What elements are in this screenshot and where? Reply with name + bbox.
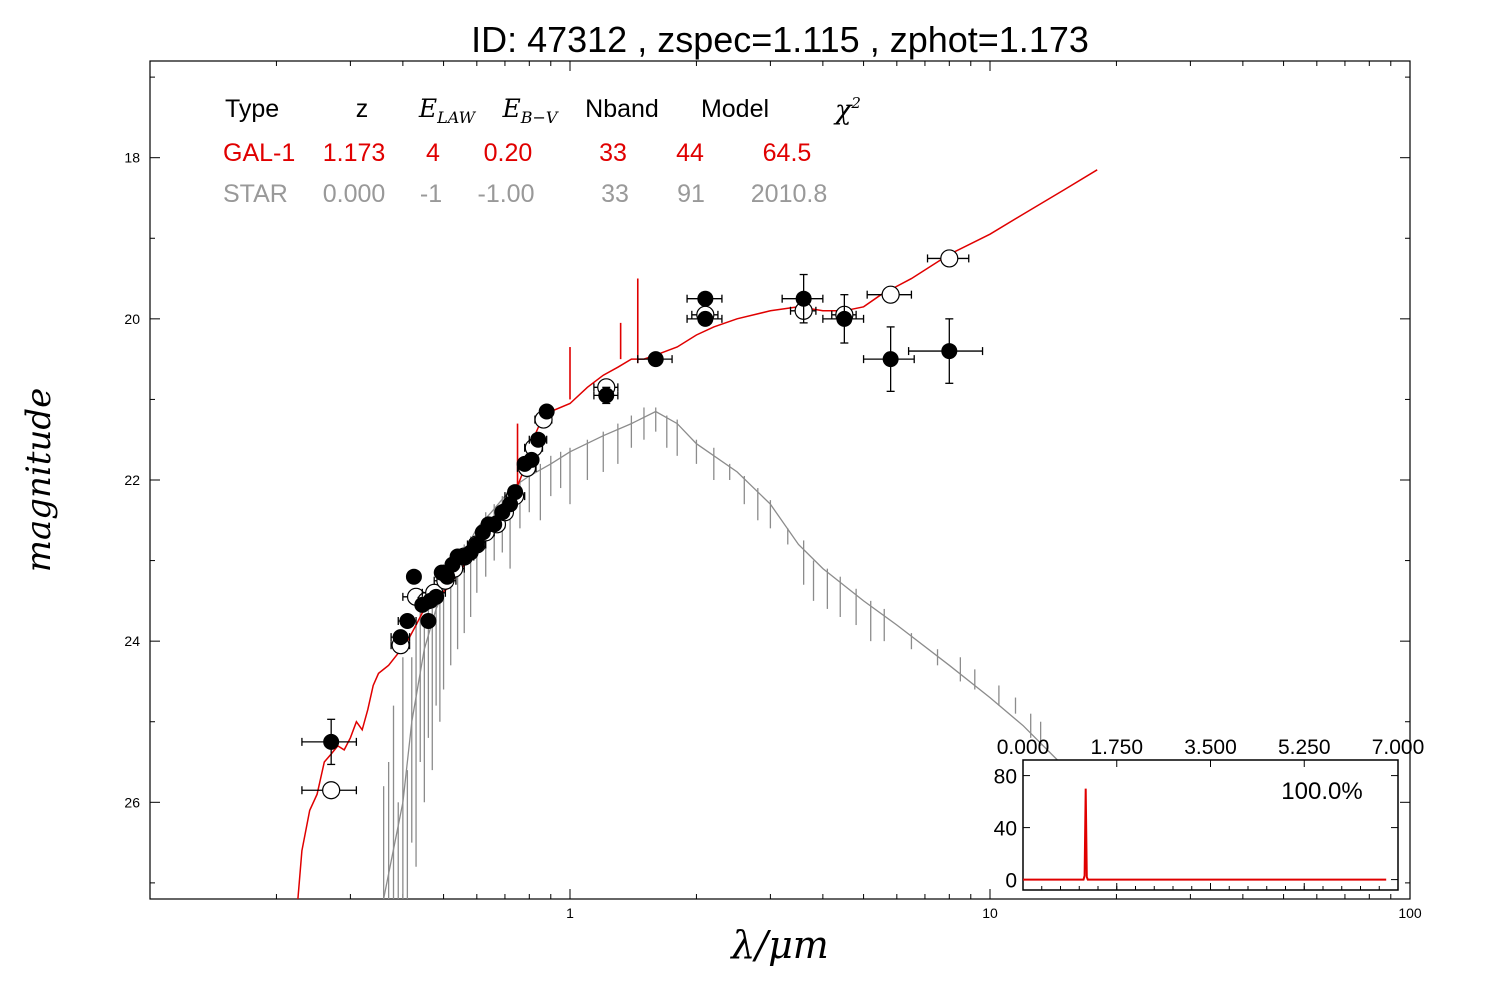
- inset-x-tick-label: 5.250: [1278, 736, 1331, 759]
- y-tick-label: 18: [124, 150, 140, 166]
- model-point: [322, 781, 341, 800]
- obs-point: [507, 484, 524, 501]
- x-tick-label: 10: [982, 905, 998, 921]
- star-chi2: 2010.8: [751, 180, 827, 208]
- inset-x-tick-label: 1.750: [1090, 736, 1143, 759]
- obs-point: [420, 613, 437, 630]
- star-model: 91: [677, 180, 705, 208]
- obs-point: [647, 351, 664, 368]
- inset-y-tick-label: 40: [994, 818, 1017, 841]
- y-axis-label: magnitude: [19, 388, 59, 573]
- header-chi2: χ2: [833, 94, 861, 126]
- obs-point: [697, 290, 714, 307]
- obs-point: [399, 613, 416, 630]
- inset-x-tick-label: 3.500: [1184, 736, 1237, 759]
- star-z: 0.000: [323, 180, 386, 208]
- header-z: z: [356, 95, 369, 123]
- obs-point: [323, 733, 340, 750]
- inset-x-tick-label: 7.000: [1372, 736, 1425, 759]
- obs-point: [836, 310, 853, 327]
- fit-row-star: STAR 0.000 -1 -1.00 33 91 2010.8: [223, 180, 827, 208]
- inset-y-tick-label: 80: [994, 766, 1017, 789]
- inset-axis-ticks: 0.000 1.750 3.500 5.250 7.000 0 40 80: [994, 736, 1425, 893]
- inset-y-tick-label: 0: [1005, 870, 1017, 893]
- galaxy-model-line: [297, 169, 1098, 900]
- gal-type: GAL-1: [223, 139, 295, 167]
- header-nband: Nband: [585, 95, 659, 123]
- gal-e-law: 4: [426, 139, 440, 167]
- star-e-law: -1: [420, 180, 442, 208]
- header-model: Model: [701, 95, 769, 123]
- gal-model: 44: [676, 139, 704, 167]
- header-e-law: ELAW: [418, 94, 477, 127]
- inset-pdf-curve: [1023, 788, 1387, 881]
- y-tick-label: 22: [124, 472, 140, 488]
- main-axis-ticks: 1 10 100 18 20 22 24 26: [124, 61, 1422, 921]
- model-point: [881, 285, 900, 304]
- gal-chi2: 64.5: [763, 139, 812, 167]
- fit-row-galaxy: GAL-1 1.173 4 0.20 33 44 64.5: [223, 139, 811, 167]
- header-type: Type: [225, 95, 279, 123]
- gal-nband: 33: [599, 139, 627, 167]
- y-tick-label: 20: [124, 311, 140, 327]
- obs-point: [598, 387, 615, 404]
- galaxy-model-spectrum: [297, 169, 1098, 900]
- inset-probability-label: 100.0%: [1281, 778, 1362, 805]
- model-magnitude-points: [301, 249, 970, 800]
- star-model-spectrum: [382, 407, 1077, 900]
- obs-point: [486, 516, 503, 533]
- observed-photometry-points: [301, 273, 984, 766]
- obs-point: [428, 588, 445, 605]
- star-e-bv: -1.00: [478, 180, 535, 208]
- obs-point: [405, 568, 422, 585]
- obs-point: [538, 403, 555, 420]
- obs-point: [523, 451, 540, 468]
- header-e-bv: EB−V: [502, 94, 559, 127]
- figure-title: ID: 47312 , zspec=1.115 , zphot=1.173: [471, 19, 1089, 60]
- y-tick-label: 24: [124, 633, 140, 649]
- x-tick-label: 1: [566, 905, 574, 921]
- y-tick-label: 26: [124, 794, 140, 810]
- obs-point: [795, 290, 812, 307]
- x-axis-label: λ/μm: [729, 923, 829, 967]
- obs-point: [697, 310, 714, 327]
- gal-z: 1.173: [323, 139, 386, 167]
- star-nband: 33: [601, 180, 629, 208]
- obs-point: [941, 343, 958, 360]
- redshift-pdf-inset: 0.000 1.750 3.500 5.250 7.000 0 40 80 100.0%: [994, 736, 1425, 893]
- model-point: [940, 249, 959, 268]
- obs-point: [392, 629, 409, 646]
- inset-x-tick-label: 0.000: [997, 736, 1050, 759]
- gal-e-bv: 0.20: [484, 139, 533, 167]
- x-tick-label: 100: [1398, 905, 1422, 921]
- obs-point: [530, 431, 547, 448]
- star-type: STAR: [223, 180, 288, 208]
- star-model-line: [382, 410, 1077, 900]
- fit-results-table: Type z ELAW EB−V Nband Model χ2 GAL-1 1.…: [223, 94, 861, 208]
- obs-point: [882, 351, 899, 368]
